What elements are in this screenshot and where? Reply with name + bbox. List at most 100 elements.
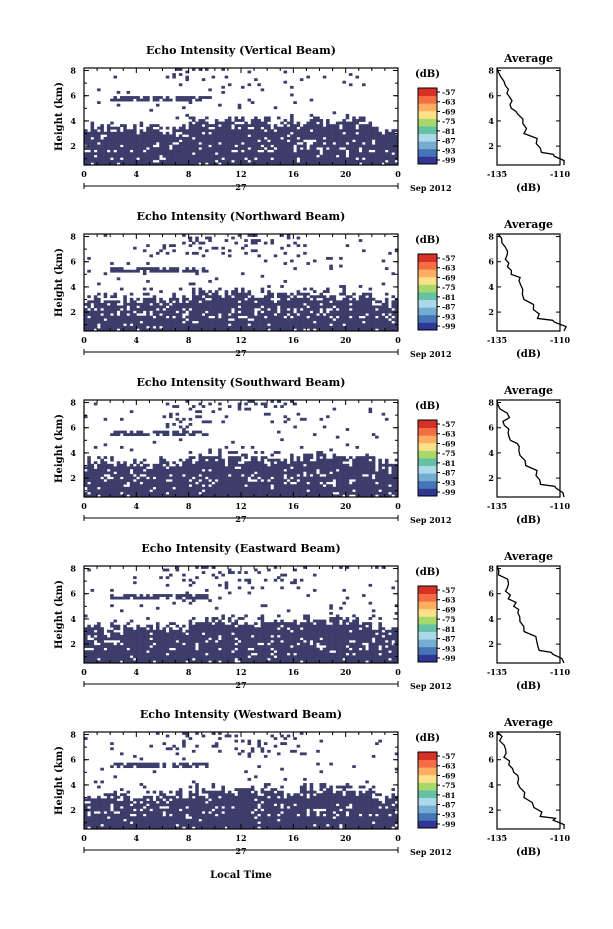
average-y-tick-label: 8 <box>488 66 494 76</box>
y-tick-label: 2 <box>70 141 76 151</box>
x-tick-label: 4 <box>134 501 140 511</box>
colorbar-swatch <box>418 322 437 331</box>
colorbar-swatch <box>418 133 437 142</box>
heatmap-cells <box>84 400 399 498</box>
y-axis-label: Height (km) <box>54 414 65 483</box>
average-frame <box>496 565 561 664</box>
x-tick-label: 0 <box>395 169 401 179</box>
date-day-label: 27 <box>235 182 246 192</box>
colorbar-tick-label: -93 <box>442 478 456 487</box>
y-tick-label: 6 <box>70 589 76 599</box>
average-x-label: (dB) <box>516 681 541 692</box>
y-tick-label: 2 <box>70 473 76 483</box>
average-y-tick-label: 4 <box>488 780 494 790</box>
x-tick-label: 4 <box>134 833 140 843</box>
colorbar-tick-label: -81 <box>442 625 456 634</box>
x-tick-label: 20 <box>340 169 352 179</box>
y-tick-label: 6 <box>70 423 76 433</box>
panel-title: Echo Intensity (Southward Beam) <box>137 376 346 389</box>
y-tick-label: 4 <box>70 282 76 292</box>
colorbar-frame <box>417 419 438 497</box>
heatmap-cells <box>84 732 399 830</box>
average-frame <box>496 233 561 332</box>
colorbar-tick-label: -57 <box>442 88 456 97</box>
colorbar-tick-label: -99 <box>442 654 456 663</box>
x-tick-label: 0 <box>395 667 401 677</box>
colorbar-tick-label: -99 <box>442 156 456 165</box>
panel-title: Echo Intensity (Vertical Beam) <box>146 44 336 57</box>
date-label: Sep 2012 <box>410 515 452 525</box>
colorbar-tick-label: -99 <box>442 488 456 497</box>
average-x-label: (dB) <box>516 183 541 194</box>
x-tick-label: 20 <box>340 335 352 345</box>
colorbar-swatch <box>418 639 437 648</box>
x-tick-label: 0 <box>81 335 87 345</box>
colorbar-tick-label: -75 <box>442 449 456 458</box>
date-label: Sep 2012 <box>410 183 452 193</box>
average-profile-line <box>497 233 568 332</box>
colorbar-tick-label: -99 <box>442 820 456 829</box>
average-x-tick-label: -135 <box>487 501 507 511</box>
y-axis-label: Height (km) <box>54 746 65 815</box>
y-axis-label: Height (km) <box>54 580 65 649</box>
average-profile-line <box>496 731 565 830</box>
colorbar-swatch <box>418 126 437 134</box>
x-tick-label: 4 <box>134 667 140 677</box>
colorbar-swatch <box>418 782 437 791</box>
colorbar-tick-label: -87 <box>442 469 456 478</box>
x-tick-label: 4 <box>134 169 140 179</box>
panel-3: Echo Intensity (Southward Beam) 2 4 6 8 Heigh… <box>54 376 570 526</box>
x-tick-label: 20 <box>340 667 352 677</box>
colorbar-swatch <box>418 450 437 459</box>
colorbar-tick-label: -75 <box>442 615 456 624</box>
panel-1: Echo Intensity (Vertical Beam) 2 4 6 8 Height… <box>54 44 570 194</box>
y-tick-label: 8 <box>70 66 76 76</box>
heatmap-cells <box>84 566 399 664</box>
colorbar-tick-label: -57 <box>442 586 456 595</box>
colorbar-swatch <box>418 759 437 768</box>
x-tick-label: 0 <box>81 833 87 843</box>
average-y-tick-label: 2 <box>488 639 494 649</box>
x-tick-label: 0 <box>395 833 401 843</box>
colorbar-unit: (dB) <box>415 567 440 578</box>
colorbar-swatch <box>418 767 437 776</box>
colorbar-swatch <box>418 812 437 821</box>
average-x-tick-label: -110 <box>550 169 570 179</box>
colorbar-swatch <box>418 820 437 829</box>
panel-4: Echo Intensity (Eastward Beam) 2 4 6 8 Height… <box>54 542 570 692</box>
colorbar-tick-label: -75 <box>442 117 456 126</box>
colorbar-swatch <box>418 601 437 610</box>
x-tick-label: 8 <box>186 667 192 677</box>
colorbar-tick-label: -87 <box>442 635 456 644</box>
colorbar-swatch <box>418 586 437 594</box>
colorbar-swatch <box>418 95 437 104</box>
average-x-tick-label: -110 <box>550 833 570 843</box>
colorbar-swatch <box>418 488 437 497</box>
colorbar-swatch <box>418 624 437 632</box>
colorbar-tick-label: -69 <box>442 605 456 614</box>
colorbar-swatch <box>418 118 437 127</box>
colorbar-swatch <box>418 427 437 436</box>
average-y-tick-label: 6 <box>488 91 494 101</box>
x-tick-label: 8 <box>186 501 192 511</box>
date-day-label: 27 <box>235 348 246 358</box>
colorbar-tick-label: -63 <box>442 98 456 107</box>
colorbar-tick-label: -69 <box>442 439 456 448</box>
y-tick-label: 2 <box>70 307 76 317</box>
average-x-tick-label: -110 <box>550 335 570 345</box>
colorbar-tick-label: -81 <box>442 459 456 468</box>
date-label: Sep 2012 <box>410 681 452 691</box>
y-tick-label: 6 <box>70 257 76 267</box>
x-tick-label: 12 <box>235 501 246 511</box>
average-y-tick-label: 4 <box>488 116 494 126</box>
colorbar-tick-label: -93 <box>442 146 456 155</box>
colorbar-tick-label: -57 <box>442 752 456 761</box>
average-frame <box>496 731 561 830</box>
colorbar-swatch <box>418 88 437 96</box>
colorbar-swatch <box>418 608 437 617</box>
colorbar-tick-label: -63 <box>442 264 456 273</box>
x-tick-label: 12 <box>235 335 246 345</box>
date-day-label: 27 <box>235 680 246 690</box>
y-tick-label: 6 <box>70 755 76 765</box>
